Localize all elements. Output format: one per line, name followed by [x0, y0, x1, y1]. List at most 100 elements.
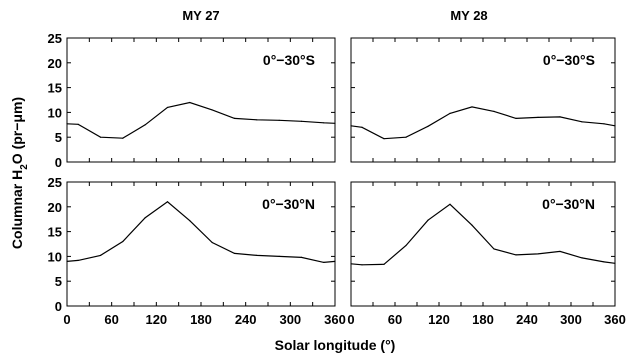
- data-point: [77, 123, 79, 125]
- x-tick-label: 0: [347, 312, 354, 327]
- x-tick-label: 300: [560, 312, 582, 327]
- data-point: [427, 219, 429, 221]
- data-point: [493, 110, 495, 113]
- data-point: [383, 263, 385, 265]
- data-point: [166, 106, 169, 109]
- column-title-my28: MY 28: [450, 8, 487, 23]
- y-tick-label: 20: [48, 56, 62, 71]
- data-point: [405, 244, 407, 247]
- y-tick-label: 25: [48, 175, 62, 190]
- y-axis-label: Columnar H2O (pr−μm): [9, 97, 30, 249]
- data-point: [66, 260, 68, 262]
- x-tick-label: 360: [604, 312, 626, 327]
- y-tick-label: 10: [48, 105, 62, 120]
- data-point: [166, 201, 169, 203]
- region-annotation-my27-north: 0°−30°N: [262, 196, 315, 212]
- data-point: [256, 254, 258, 257]
- data-point: [233, 252, 236, 255]
- region-annotation-my28-north: 0°−30°N: [542, 196, 595, 212]
- series-line-my28-south: [350, 106, 616, 140]
- data-point: [323, 261, 325, 263]
- data-point: [405, 136, 407, 138]
- y-tick-label: 15: [48, 81, 62, 96]
- x-tick-label: 180: [472, 312, 494, 327]
- x-axis-label: Solar longitude (°): [275, 337, 396, 353]
- data-point: [334, 260, 336, 262]
- data-point: [278, 255, 280, 257]
- data-point: [99, 136, 102, 138]
- data-point: [66, 123, 68, 125]
- data-point: [122, 240, 124, 243]
- panel-my28-south: 0°−30°S: [350, 37, 616, 163]
- data-point: [603, 123, 605, 125]
- x-tick-label: 0: [63, 312, 70, 327]
- x-tick-label: 120: [145, 312, 167, 327]
- data-point: [144, 217, 146, 219]
- data-point: [515, 117, 517, 119]
- panel-my27-south: 0 5 10 15 20 25 0°−30°S: [48, 31, 336, 170]
- data-point: [581, 257, 583, 259]
- data-point: [300, 256, 303, 258]
- column-title-my27: MY 27: [182, 8, 219, 23]
- series-line-my28-north: [350, 203, 616, 266]
- x-tick-label: 180: [190, 312, 212, 327]
- data-point: [614, 262, 616, 264]
- y-axis-label-main: Columnar H: [9, 170, 25, 249]
- data-point: [189, 220, 191, 222]
- data-point: [189, 101, 191, 104]
- x-tick-label: 60: [104, 312, 118, 327]
- data-point: [350, 125, 352, 127]
- data-point: [537, 116, 539, 118]
- data-point: [449, 203, 451, 205]
- series-line-my27-south: [66, 101, 336, 139]
- panel-my28-north: 0 60 120 180 240 300 360 0°−30°N: [347, 181, 626, 327]
- x-tick-label: 240: [516, 312, 538, 327]
- region-annotation-my28-south: 0°−30°S: [543, 52, 595, 68]
- region-annotation-my27-south: 0°−30°S: [263, 52, 315, 68]
- data-point: [361, 126, 363, 128]
- data-point: [603, 261, 605, 263]
- data-point: [99, 254, 102, 257]
- y-axis-label-subscript: 2: [19, 164, 30, 170]
- y-tick-label: 20: [48, 200, 62, 215]
- data-point: [278, 119, 280, 121]
- data-point: [581, 121, 583, 123]
- data-point: [334, 122, 336, 124]
- data-point: [144, 124, 146, 126]
- x-tick-label: 240: [235, 312, 257, 327]
- data-point: [211, 109, 213, 111]
- x-tick-label: 60: [388, 312, 402, 327]
- y-tick-label: 15: [48, 225, 62, 240]
- data-point: [559, 250, 561, 253]
- data-point: [471, 106, 473, 108]
- data-point: [350, 263, 352, 265]
- data-point: [122, 137, 124, 139]
- data-point: [361, 264, 363, 266]
- data-point: [493, 248, 495, 250]
- data-point: [323, 122, 325, 124]
- data-point: [559, 116, 561, 118]
- data-point: [471, 224, 473, 226]
- data-point: [77, 259, 79, 261]
- y-axis-label-tail: O (pr−μm): [9, 97, 25, 164]
- data-point: [233, 117, 236, 119]
- x-tick-label: 300: [279, 312, 301, 327]
- data-point: [383, 138, 385, 140]
- data-point: [537, 253, 539, 255]
- x-tick-label: 120: [428, 312, 450, 327]
- data-point: [300, 120, 303, 122]
- data-point: [211, 241, 213, 244]
- data-point: [256, 119, 258, 121]
- x-tick-label: 360: [324, 312, 346, 327]
- data-point: [614, 125, 616, 127]
- y-tick-label: 0: [55, 155, 62, 170]
- series-line-my27-north: [66, 201, 336, 264]
- y-tick-label: 5: [55, 274, 62, 289]
- y-tick-label: 25: [48, 31, 62, 46]
- y-tick-label: 5: [55, 130, 62, 145]
- data-point: [449, 112, 451, 114]
- panel-my27-north: 0 5 10 15 20 25 0 60 120 180 240 300 360 0°−30°N: [48, 175, 346, 327]
- data-point: [427, 125, 429, 127]
- data-point: [515, 254, 517, 256]
